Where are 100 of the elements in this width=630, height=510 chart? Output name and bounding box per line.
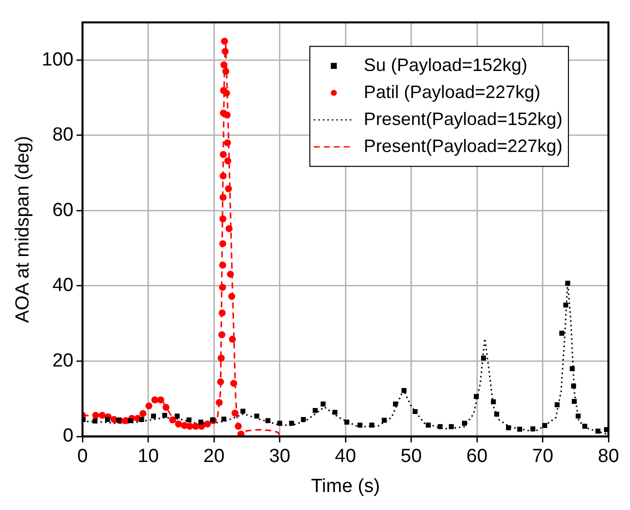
point bbox=[174, 414, 180, 419]
point bbox=[217, 378, 224, 386]
y-tick-label: 20 bbox=[52, 350, 74, 372]
point bbox=[220, 61, 228, 68]
point bbox=[490, 399, 496, 404]
point bbox=[462, 420, 467, 426]
point bbox=[448, 424, 454, 430]
x-tick-label: 30 bbox=[269, 446, 290, 468]
point bbox=[128, 418, 133, 424]
y-tick-label: 100 bbox=[42, 49, 74, 70]
point bbox=[230, 380, 238, 387]
point bbox=[265, 418, 270, 424]
point bbox=[145, 402, 152, 410]
point bbox=[192, 422, 200, 430]
legend-label: Present(Payload=227kg) bbox=[364, 136, 562, 156]
point bbox=[218, 331, 226, 338]
point bbox=[320, 402, 326, 407]
point bbox=[572, 398, 577, 404]
x-tick-label: 50 bbox=[400, 446, 422, 468]
point bbox=[426, 422, 431, 428]
point bbox=[571, 383, 576, 388]
point bbox=[382, 418, 387, 423]
x-tick-label: 20 bbox=[203, 446, 225, 468]
point bbox=[174, 420, 182, 428]
point bbox=[198, 420, 204, 425]
point bbox=[186, 422, 194, 430]
point bbox=[300, 416, 306, 422]
x-axis-title: Time (s) bbox=[310, 476, 380, 497]
point bbox=[565, 280, 570, 286]
x-tick-label: 0 bbox=[77, 446, 88, 468]
point bbox=[151, 396, 158, 404]
point bbox=[224, 157, 232, 164]
point bbox=[139, 416, 144, 422]
x-tick-label: 10 bbox=[138, 446, 159, 468]
y-axis-title: AOA at midspan (deg) bbox=[12, 136, 34, 323]
point bbox=[506, 425, 511, 430]
point bbox=[157, 396, 164, 404]
point bbox=[559, 330, 564, 336]
point bbox=[222, 48, 229, 55]
point bbox=[402, 388, 406, 393]
legend-label: Patil (Payload=227kg) bbox=[364, 82, 540, 102]
point bbox=[438, 424, 443, 430]
point bbox=[344, 420, 350, 425]
point bbox=[220, 151, 227, 158]
point bbox=[228, 336, 236, 343]
point bbox=[169, 416, 176, 424]
point bbox=[151, 414, 156, 419]
point bbox=[224, 185, 232, 192]
y-tick-label: 40 bbox=[52, 275, 74, 296]
y-tick-label: 0 bbox=[62, 426, 74, 447]
point bbox=[139, 410, 146, 417]
point bbox=[216, 399, 223, 406]
point bbox=[105, 416, 110, 422]
point bbox=[221, 416, 226, 422]
x-tick-label: 60 bbox=[466, 446, 488, 468]
point bbox=[92, 418, 98, 424]
point bbox=[595, 428, 600, 434]
point bbox=[220, 194, 227, 201]
x-tick-label: 80 bbox=[598, 446, 620, 468]
point bbox=[226, 270, 234, 278]
point bbox=[517, 426, 522, 432]
point bbox=[218, 354, 225, 362]
x-tick-label: 70 bbox=[532, 446, 554, 468]
point bbox=[494, 412, 500, 417]
point bbox=[312, 408, 318, 413]
point bbox=[240, 408, 246, 414]
point bbox=[221, 38, 228, 45]
point bbox=[530, 426, 536, 432]
point bbox=[474, 394, 479, 399]
point bbox=[222, 68, 230, 75]
point bbox=[222, 90, 230, 97]
x-tick-label: 40 bbox=[334, 446, 356, 468]
y-tick-label: 60 bbox=[52, 200, 74, 221]
point bbox=[232, 410, 239, 417]
point bbox=[357, 422, 362, 428]
point bbox=[224, 139, 231, 146]
point bbox=[224, 111, 231, 118]
point bbox=[204, 420, 211, 428]
point bbox=[369, 422, 374, 428]
point bbox=[219, 262, 226, 269]
point bbox=[554, 402, 560, 408]
y-tick-label: 80 bbox=[52, 124, 74, 146]
point bbox=[570, 366, 575, 372]
point bbox=[481, 356, 486, 361]
point bbox=[576, 414, 581, 419]
point bbox=[234, 422, 242, 430]
point bbox=[237, 430, 244, 436]
point bbox=[218, 309, 226, 316]
point bbox=[226, 225, 233, 232]
point bbox=[332, 410, 338, 415]
point bbox=[186, 417, 192, 422]
point bbox=[220, 172, 227, 180]
point bbox=[92, 412, 100, 419]
point bbox=[563, 302, 568, 308]
point bbox=[542, 423, 548, 428]
point bbox=[219, 215, 226, 222]
point bbox=[228, 292, 236, 300]
point bbox=[219, 240, 226, 248]
point bbox=[254, 414, 260, 419]
legend-label: Su (Payload=152kg) bbox=[364, 54, 528, 75]
